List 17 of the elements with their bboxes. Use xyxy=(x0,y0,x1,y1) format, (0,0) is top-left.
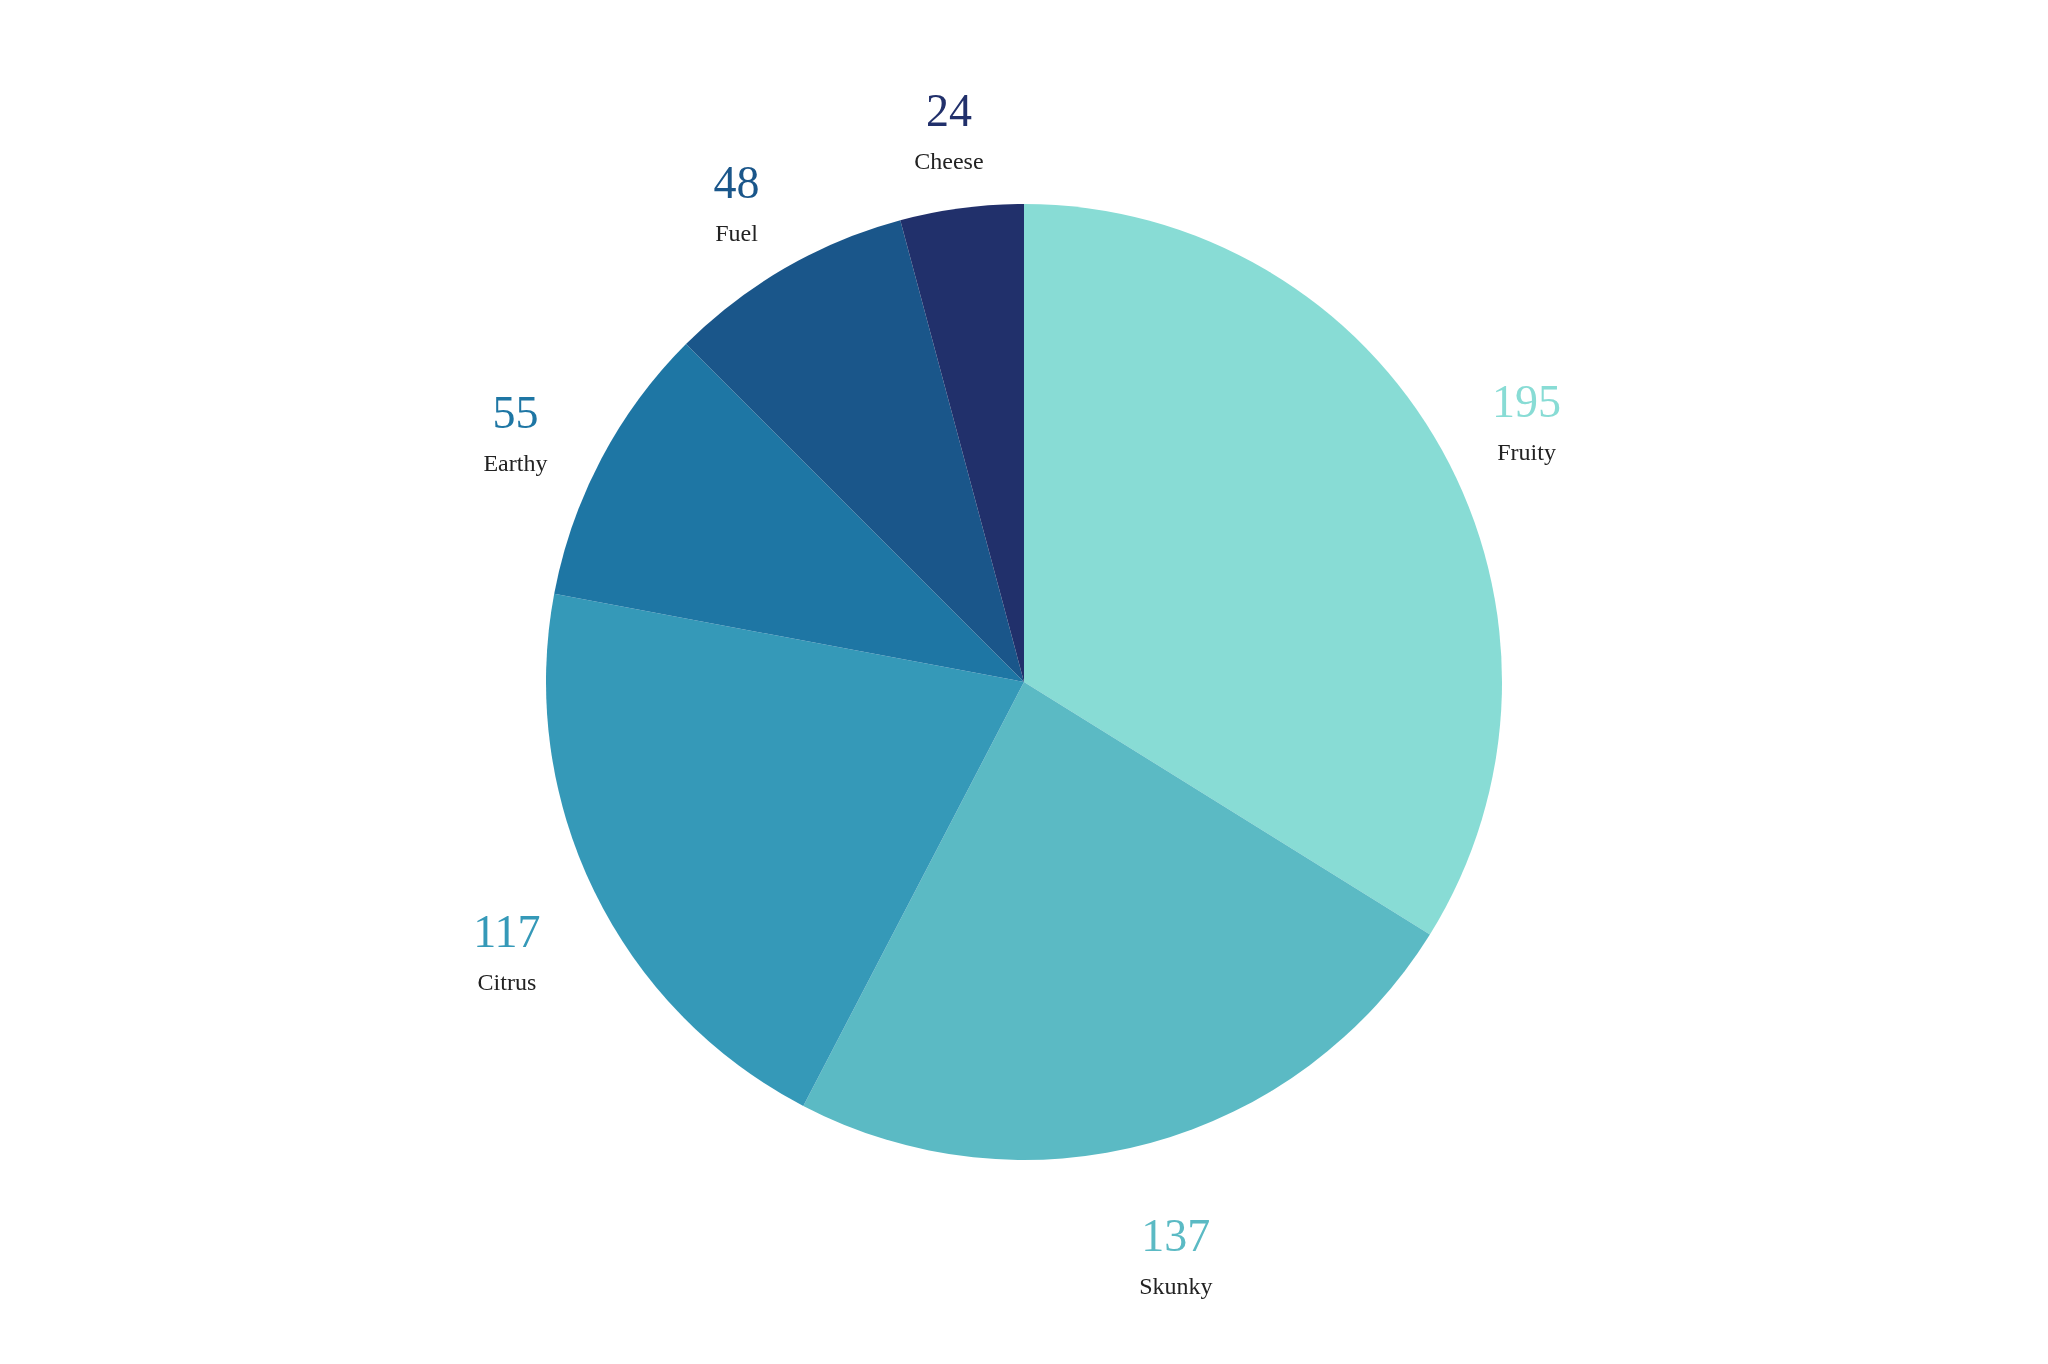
slice-label: Cheese xyxy=(914,147,984,174)
data-label: 55 xyxy=(492,386,539,438)
pie-slice xyxy=(546,593,1024,1106)
slice-label: Fruity xyxy=(1497,438,1556,465)
slice-label: Skunky xyxy=(1139,1272,1213,1299)
slice-label: Citrus xyxy=(477,969,537,996)
pie-slice xyxy=(803,682,1430,1160)
data-label: 117 xyxy=(473,906,541,958)
pie-slice xyxy=(686,220,1024,682)
data-label: 24 xyxy=(925,84,972,136)
slice-label: Earthy xyxy=(483,449,548,476)
data-label: 137 xyxy=(1141,1209,1211,1261)
pie-slice xyxy=(554,344,1024,682)
slice-label: Fuel xyxy=(715,220,759,247)
data-label: 195 xyxy=(1492,375,1562,427)
data-label: 48 xyxy=(713,157,760,209)
pie-slice xyxy=(900,204,1024,682)
